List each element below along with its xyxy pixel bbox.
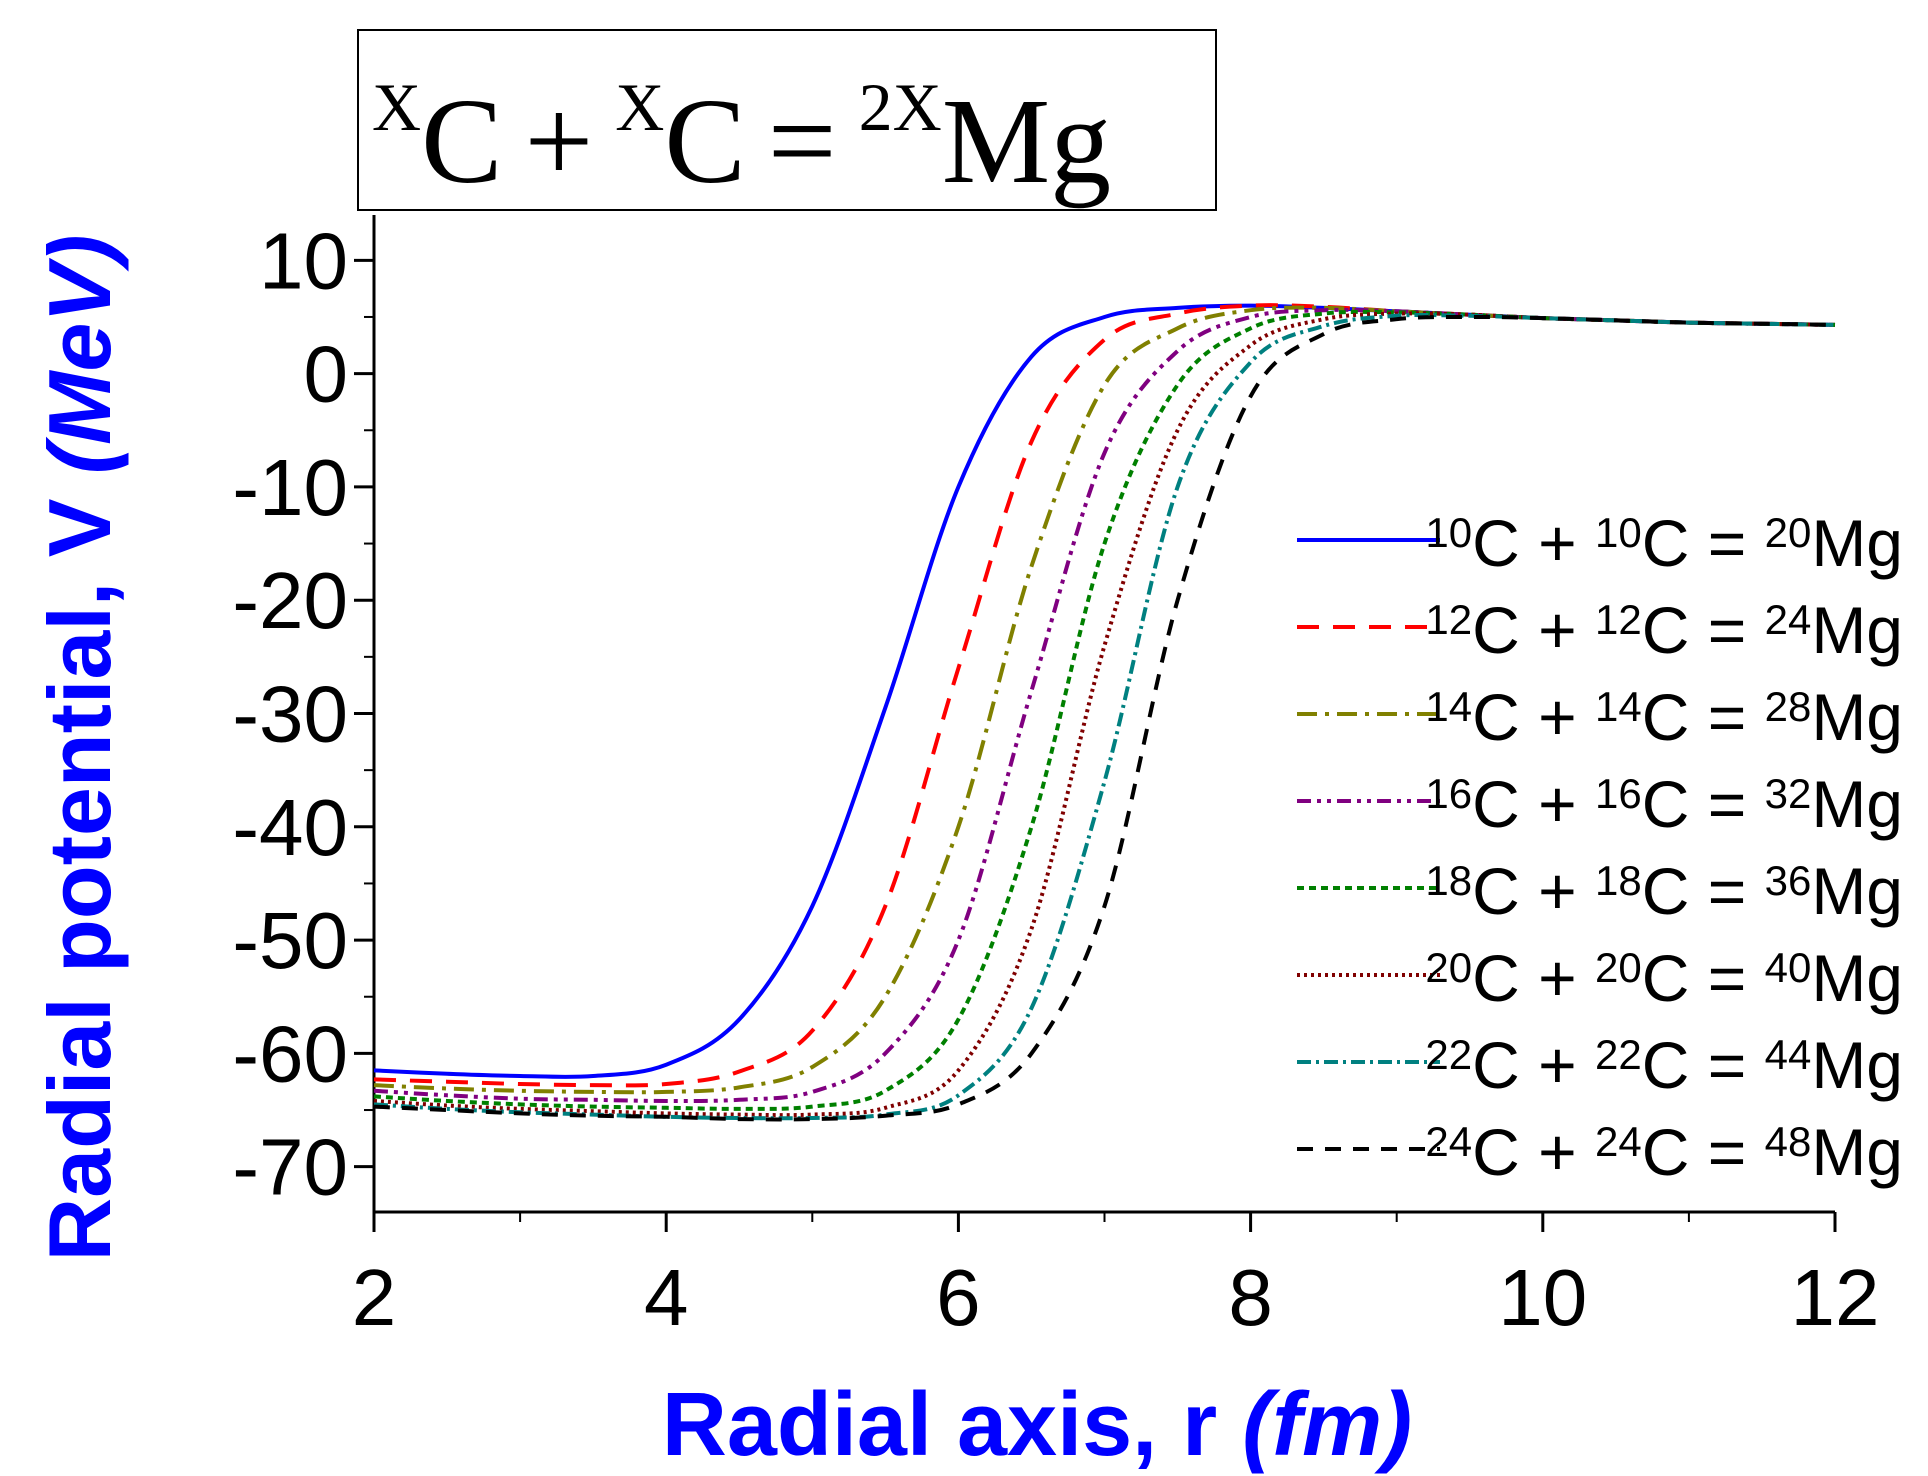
legend-label: 12C + 12C = 24Mg: [1425, 593, 1903, 667]
x-axis-label-unit: (fm): [1242, 1375, 1412, 1475]
legend-mass-number: 24: [1765, 596, 1812, 643]
x-tick-label: 8: [1228, 1253, 1273, 1342]
legend-mass-number: 18: [1595, 857, 1642, 904]
legend-mass-number: 18: [1425, 857, 1472, 904]
y-tick-label: -40: [232, 783, 348, 872]
title-sup-left: X: [372, 69, 421, 145]
legend-mass-number: 14: [1425, 683, 1472, 730]
title-equals: =: [768, 74, 837, 209]
series-lines: [373, 303, 1836, 1122]
legend-mass-number: 36: [1765, 857, 1812, 904]
legend-label: 22C + 22C = 44Mg: [1425, 1028, 1903, 1102]
legend-text: Mg: [1811, 941, 1903, 1015]
legend-text: C +: [1472, 767, 1595, 841]
y-axis-label-unit: (MeV): [30, 235, 129, 475]
x-tick-label: 2: [352, 1253, 397, 1342]
legend-text: C =: [1642, 941, 1765, 1015]
legend-label: 14C + 14C = 28Mg: [1425, 680, 1903, 754]
legend-mass-number: 20: [1425, 944, 1472, 991]
legend-mass-number: 14: [1595, 683, 1642, 730]
legend-text: C +: [1472, 1115, 1595, 1189]
legend-label: 20C + 20C = 40Mg: [1425, 941, 1903, 1015]
legend-mass-number: 40: [1765, 944, 1812, 991]
legend-text: C +: [1472, 941, 1595, 1015]
series-line-5: [373, 309, 1836, 1111]
legend-mass-number: 12: [1595, 596, 1642, 643]
x-tick-label: 12: [1791, 1253, 1880, 1342]
y-tick-label: -60: [232, 1009, 348, 1098]
legend-text: C +: [1472, 593, 1595, 667]
legend-label: 24C + 24C = 48Mg: [1425, 1115, 1903, 1189]
title-sup-mid: X: [615, 69, 664, 145]
legend-text: C +: [1472, 506, 1595, 580]
legend-text: C =: [1642, 593, 1765, 667]
title-box-frame: [357, 29, 1217, 211]
legend-mass-number: 22: [1595, 1031, 1642, 1078]
legend-mass-number: 24: [1425, 1118, 1472, 1165]
legend-text: Mg: [1811, 593, 1903, 667]
y-axis-ticks: 10 0 -10 -20 -30 -40 -50 -60 -70: [232, 216, 374, 1212]
x-tick-label: 4: [644, 1253, 689, 1342]
title-box: XC + XC = 2XMg: [357, 29, 1217, 211]
legend-mass-number: 44: [1765, 1031, 1812, 1078]
x-axis-label: Radial axis, r (fm): [662, 1375, 1412, 1475]
minor-ticks: [364, 315, 1690, 1222]
y-tick-label: -10: [232, 443, 348, 532]
legend-text: Mg: [1811, 854, 1903, 928]
y-tick-label: -20: [232, 556, 348, 645]
legend-text: Mg: [1811, 1115, 1903, 1189]
legend-text: C =: [1642, 854, 1765, 928]
legend-text: C =: [1642, 1115, 1765, 1189]
y-tick-label: 10: [259, 216, 348, 305]
x-axis-label-main: Radial axis, r: [662, 1375, 1242, 1475]
y-axis-label: Radial potential, V (MeV): [30, 235, 129, 1262]
legend-label: 16C + 16C = 32Mg: [1425, 767, 1903, 841]
legend-text: Mg: [1811, 1028, 1903, 1102]
legend-text: C +: [1472, 854, 1595, 928]
y-tick-label: 0: [304, 330, 349, 419]
legend-mass-number: 16: [1595, 770, 1642, 817]
title-base-right: Mg: [942, 74, 1111, 209]
legend-mass-number: 24: [1595, 1118, 1642, 1165]
legend-text: Mg: [1811, 506, 1903, 580]
series-line-8: [373, 314, 1836, 1122]
legend-text: C +: [1472, 680, 1595, 754]
legend-label: 10C + 10C = 20Mg: [1425, 506, 1903, 580]
legend-text: C =: [1642, 767, 1765, 841]
y-tick-label: -50: [232, 896, 348, 985]
legend-mass-number: 32: [1765, 770, 1812, 817]
legend-text: C =: [1642, 1028, 1765, 1102]
legend-text: C =: [1642, 680, 1765, 754]
legend-mass-number: 22: [1425, 1031, 1472, 1078]
x-axis-ticks: 2 4 6 8 10 12: [352, 1212, 1880, 1342]
y-tick-label: -70: [232, 1123, 348, 1212]
legend-mass-number: 10: [1595, 509, 1642, 556]
y-axis-label-main: Radial potential, V: [30, 474, 129, 1261]
legend-mass-number: 12: [1425, 596, 1472, 643]
legend-text: C =: [1642, 506, 1765, 580]
legend-mass-number: 20: [1595, 944, 1642, 991]
legend-mass-number: 10: [1425, 509, 1472, 556]
x-tick-label: 10: [1498, 1253, 1587, 1342]
title-base-mid: C: [664, 74, 745, 209]
title-base-left: C: [421, 74, 502, 209]
legend-text: Mg: [1811, 680, 1903, 754]
legend-mass-number: 28: [1765, 683, 1812, 730]
x-tick-label: 6: [936, 1253, 981, 1342]
y-tick-label: -30: [232, 670, 348, 759]
title-sup-right: 2X: [859, 69, 942, 145]
title-formula: XC + XC = 2XMg: [372, 69, 1111, 209]
legend-mass-number: 48: [1765, 1118, 1812, 1165]
title-plus: +: [524, 74, 593, 209]
legend-mass-number: 20: [1765, 509, 1812, 556]
legend-mass-number: 16: [1425, 770, 1472, 817]
legend-text: C +: [1472, 1028, 1595, 1102]
legend-text: Mg: [1811, 767, 1903, 841]
legend-label: 18C + 18C = 36Mg: [1425, 854, 1903, 928]
